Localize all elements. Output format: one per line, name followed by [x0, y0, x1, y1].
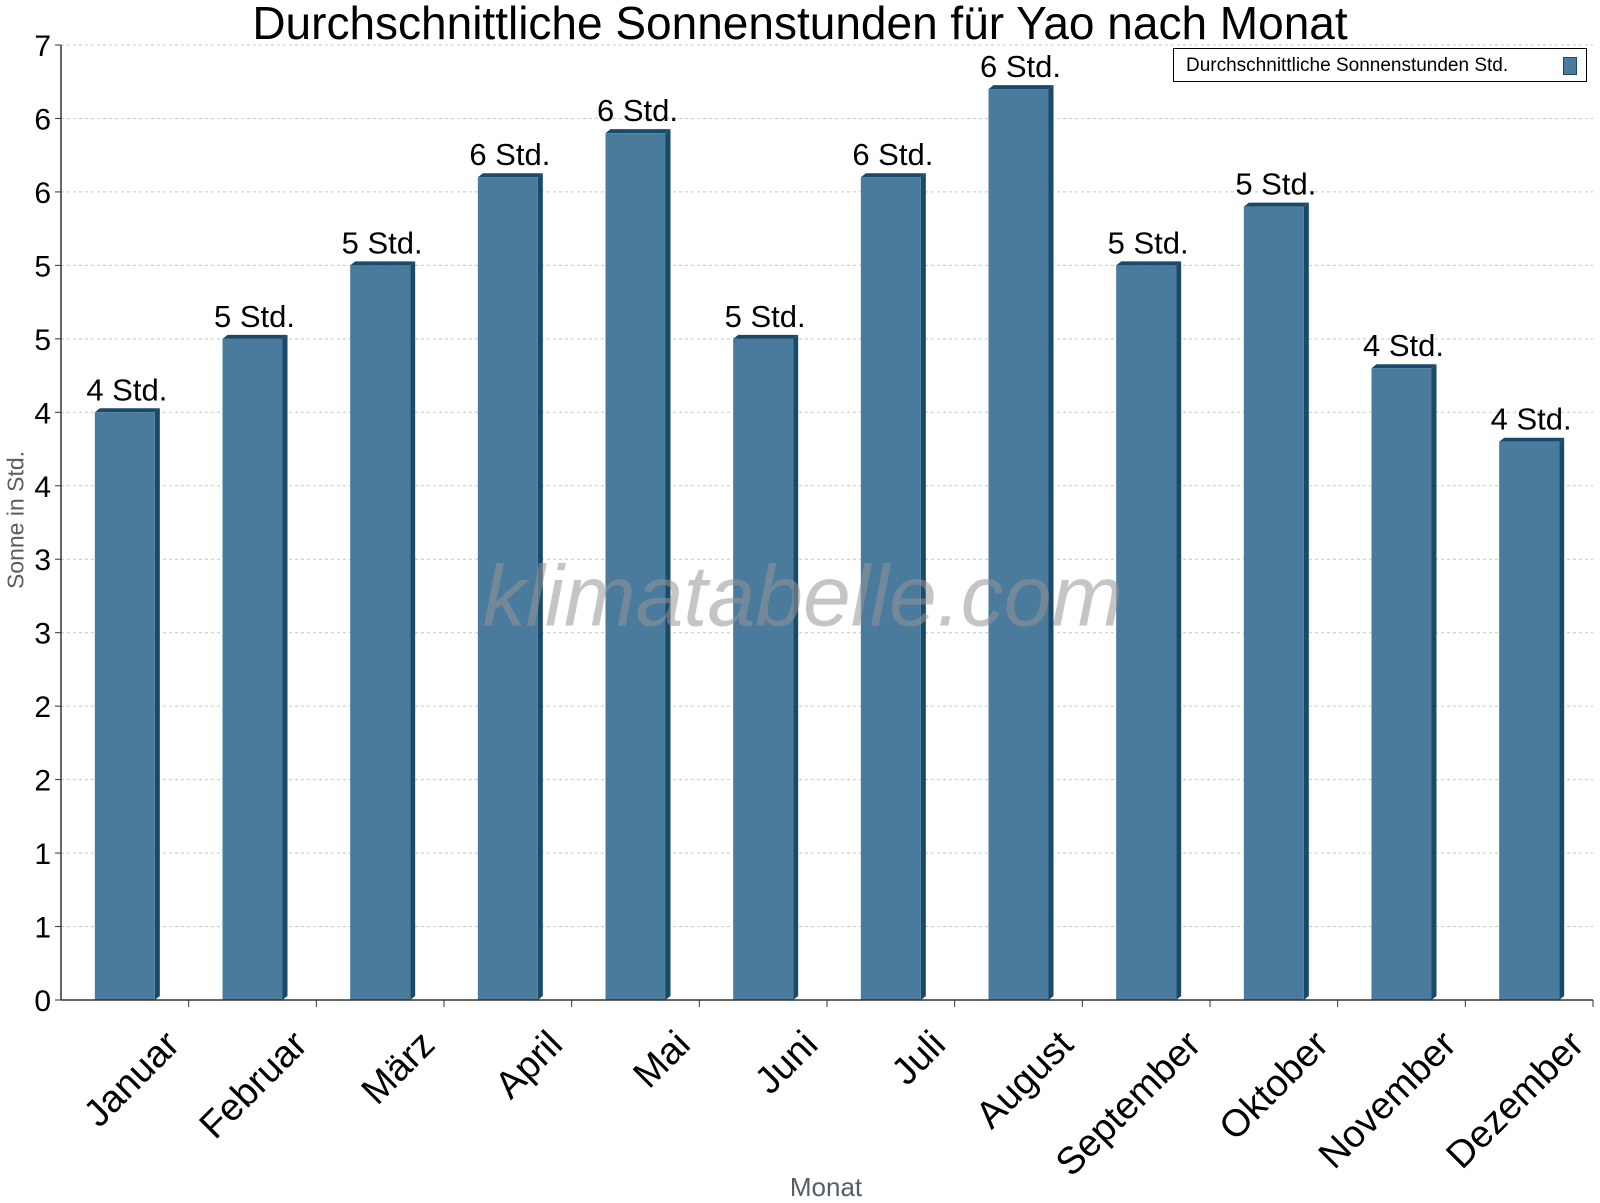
- legend: Durchschnittliche Sonnenstunden Std.: [1173, 48, 1587, 82]
- x-tick-label: März: [354, 1023, 443, 1112]
- bar: [988, 89, 1049, 1001]
- bar: [1499, 441, 1560, 1000]
- legend-label: Durchschnittliche Sonnenstunden Std.: [1186, 55, 1509, 76]
- bar-top: [733, 334, 799, 339]
- y-tick-label: 5: [34, 324, 51, 357]
- y-tick-labels: 0 1 1 2 2 3 3 4 4 5 5 6 6 7: [34, 30, 51, 1018]
- x-tick-label: Februar: [192, 1023, 316, 1147]
- x-axis-title: Monat: [789, 1172, 863, 1202]
- data-label: 4 Std.: [86, 372, 167, 407]
- y-tick-label: 2: [34, 765, 51, 798]
- bar-top: [1116, 261, 1182, 266]
- bar-top: [477, 173, 543, 178]
- bar: [1116, 265, 1177, 1000]
- bar: [350, 265, 411, 1000]
- bar: [860, 177, 921, 1000]
- bar: [733, 338, 794, 1000]
- bar-top: [860, 173, 926, 178]
- grid-lines: [61, 44, 1593, 928]
- bar-side: [1176, 261, 1182, 1000]
- bar-top: [1499, 437, 1565, 442]
- x-tick-label: November: [1311, 1023, 1465, 1177]
- bar-side: [537, 173, 543, 1000]
- y-tick-label: 2: [34, 691, 51, 724]
- bar: [1371, 368, 1432, 1000]
- y-tick-label: 6: [34, 177, 51, 210]
- bar-top: [222, 334, 288, 339]
- bar: [1243, 206, 1304, 1001]
- bar-side: [1048, 85, 1054, 1001]
- x-tick-label: Juli: [884, 1023, 954, 1093]
- x-tick-labels: Januar Februar März April Mai Juni Juli AugustS…: [76, 1023, 1592, 1184]
- bar: [222, 338, 283, 1000]
- data-label: 4 Std.: [1491, 402, 1572, 437]
- y-tick-label: 3: [34, 544, 51, 577]
- data-label: 6 Std.: [469, 137, 550, 172]
- x-tick-label: Oktober: [1212, 1023, 1338, 1149]
- bar-top: [350, 261, 416, 266]
- x-tick-label: Mai: [626, 1023, 699, 1096]
- data-label: 5 Std.: [1108, 225, 1189, 260]
- y-tick-label: 1: [34, 838, 51, 871]
- y-tick-label: 4: [34, 471, 51, 504]
- y-tick-label: 6: [34, 103, 51, 136]
- data-label: 6 Std.: [852, 137, 933, 172]
- bar-side: [410, 261, 416, 1000]
- x-tick-label: August: [968, 1023, 1082, 1137]
- bar-top: [605, 129, 671, 134]
- y-tick-label: 1: [34, 912, 51, 945]
- bar-top: [1371, 364, 1437, 369]
- bar-top: [988, 85, 1054, 90]
- bar-side: [920, 173, 926, 1000]
- bar-side: [793, 334, 799, 1000]
- bar-side: [282, 334, 288, 1000]
- bar-side: [1303, 202, 1309, 1001]
- bar-side: [1559, 437, 1565, 1000]
- data-label: 4 Std.: [1363, 328, 1444, 363]
- y-tick-label: 4: [34, 397, 51, 430]
- bar-top: [1243, 202, 1309, 207]
- data-label: 5 Std.: [214, 299, 295, 334]
- bar: [477, 177, 538, 1000]
- y-tick-label: 7: [34, 30, 51, 63]
- bar-side: [665, 129, 671, 1001]
- data-label: 5 Std.: [342, 225, 423, 260]
- bar-side: [1431, 364, 1437, 1000]
- bars: [94, 85, 1565, 1001]
- data-label: 6 Std.: [597, 93, 678, 128]
- bar-top: [94, 408, 160, 413]
- data-label: 6 Std.: [980, 49, 1061, 84]
- chart-title: Durchschnittliche Sonnenstunden für Yao …: [252, 0, 1348, 49]
- watermark: klimatabelle.com: [482, 548, 1124, 645]
- y-tick-label: 0: [34, 985, 51, 1018]
- y-axis-title: Sonne in Std.: [2, 450, 29, 590]
- x-tick-label: Januar: [76, 1023, 188, 1135]
- data-label: 5 Std.: [1235, 167, 1316, 202]
- data-labels: 4 Std. 5 Std. 5 Std. 6 Std. 6 Std. 5 Std. 6 St…: [86, 49, 1571, 437]
- bar-side: [154, 408, 160, 1000]
- x-tick-label: Dezember: [1439, 1023, 1593, 1177]
- y-tick-label: 3: [34, 618, 51, 651]
- x-tick-label: Juni: [747, 1023, 826, 1102]
- x-tick-label: April: [487, 1023, 570, 1106]
- bar: [94, 412, 155, 1000]
- data-label: 5 Std.: [725, 299, 806, 334]
- y-tick-label: 5: [34, 250, 51, 283]
- legend-swatch: [1563, 57, 1577, 75]
- bar: [605, 133, 666, 1001]
- axes: [55, 44, 1594, 1007]
